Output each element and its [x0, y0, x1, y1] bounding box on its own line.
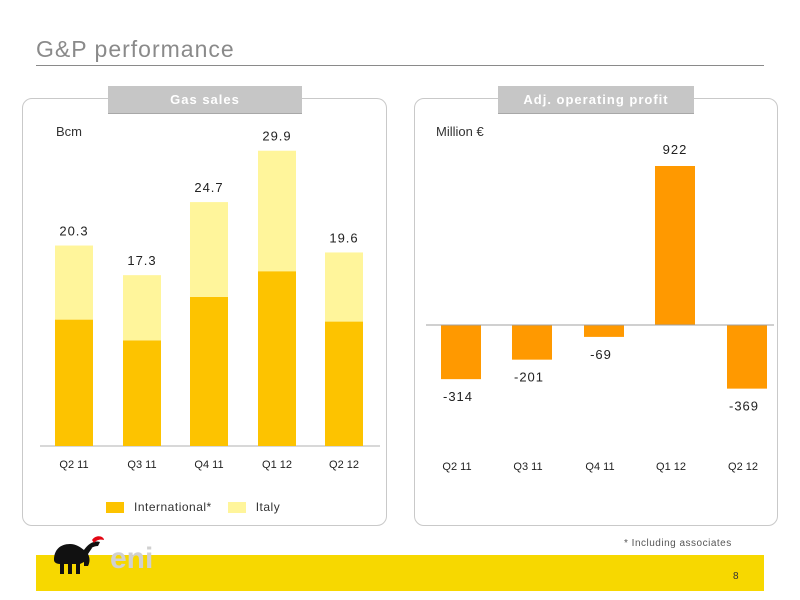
bar-italy-1 [123, 275, 161, 341]
legend-item-international: International* [106, 500, 212, 514]
profit-category-label-1: Q3 11 [513, 461, 542, 473]
profit-bar-4 [727, 325, 767, 389]
profit-bar-2 [584, 325, 624, 337]
bar-italy-4 [325, 252, 363, 322]
legend-label-italy: Italy [255, 500, 281, 514]
page-title: G&P performance [36, 36, 235, 62]
legend-swatch-international [106, 501, 124, 513]
bar-italy-3 [258, 150, 296, 272]
gas-sales-chart: 20.3 Q2 11 17.3 Q3 11 24.7 Q4 11 29.9 Q1 12 19.6… [40, 129, 380, 471]
bar-international-0 [55, 319, 93, 446]
profit-category-label-2: Q4 11 [585, 461, 614, 473]
category-label-1: Q3 11 [127, 459, 156, 471]
profit-bar-0 [441, 325, 481, 380]
gas-sales-legend: International* Italy [106, 500, 296, 514]
profit-bar-1 [512, 325, 552, 360]
bar-italy-2 [190, 202, 228, 297]
footnote: * Including associates [624, 538, 732, 549]
profit-category-label-4: Q2 12 [728, 461, 758, 473]
bar-international-3 [258, 271, 296, 446]
eni-logo-wordmark: eni [110, 542, 153, 575]
bar-international-2 [190, 296, 228, 446]
category-label-3: Q1 12 [262, 459, 292, 471]
profit-category-label-0: Q2 11 [442, 461, 471, 473]
page-number: 8 [733, 571, 739, 582]
category-label-2: Q4 11 [194, 459, 223, 471]
gas-sales-unit-label: Bcm [56, 124, 82, 139]
title-divider [36, 65, 764, 66]
profit-label-2: -69 [590, 347, 612, 362]
profit-label-0: -314 [443, 389, 473, 404]
profit-bar-3 [655, 166, 695, 325]
eni-logo: eni [54, 536, 153, 575]
profit-label-3: 922 [663, 142, 688, 157]
total-label-1: 17.3 [127, 253, 156, 268]
gas-sales-header: Gas sales [108, 86, 302, 114]
profit-label-4: -369 [729, 399, 759, 414]
total-label-4: 19.6 [329, 230, 358, 245]
category-label-4: Q2 12 [329, 459, 359, 471]
legend-item-italy: Italy [227, 500, 281, 514]
footer-band [36, 555, 764, 591]
operating-profit-chart: -314 Q2 11 -201 Q3 11 -69 Q4 11 922 Q1 12 -369 Q2… [426, 142, 774, 473]
operating-profit-panel [414, 98, 778, 526]
legend-swatch-italy [227, 501, 246, 513]
category-label-0: Q2 11 [59, 459, 88, 471]
total-label-0: 20.3 [59, 224, 88, 239]
bar-italy-0 [55, 245, 93, 320]
operating-profit-unit-label: Million € [436, 124, 484, 139]
bar-international-4 [325, 321, 363, 446]
operating-profit-header: Adj. operating profit [498, 86, 694, 114]
profit-label-1: -201 [514, 370, 544, 385]
total-label-3: 29.9 [262, 129, 291, 144]
bar-international-1 [123, 340, 161, 446]
legend-label-international: International* [134, 500, 212, 514]
total-label-2: 24.7 [194, 180, 223, 195]
profit-category-label-3: Q1 12 [656, 461, 686, 473]
